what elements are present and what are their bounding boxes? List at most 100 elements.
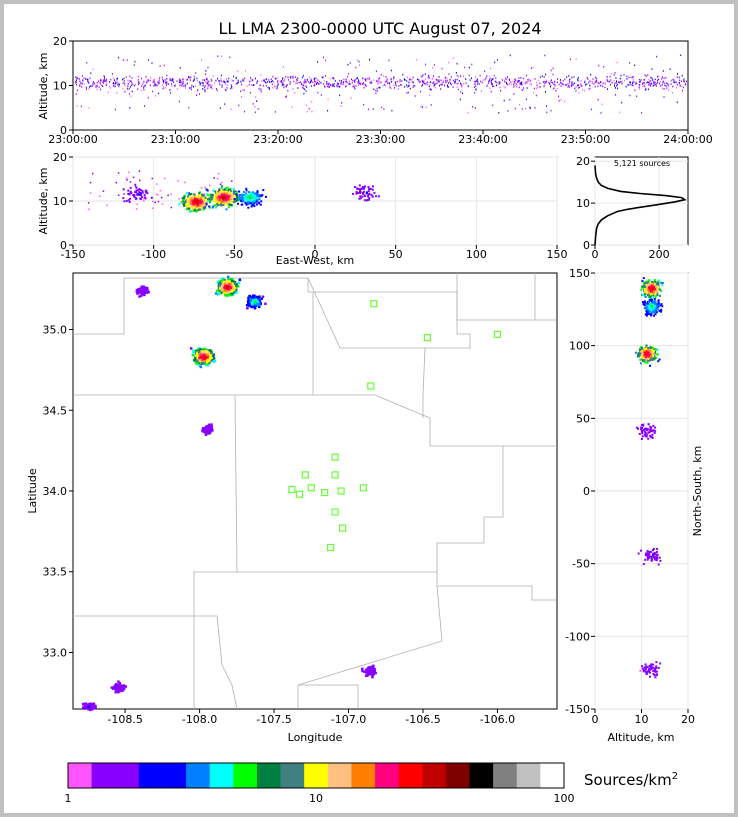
- time-source-mark: [302, 86, 304, 89]
- time-source-mark: [313, 83, 315, 86]
- time-source-mark: [254, 111, 256, 114]
- time-source-mark: [649, 84, 651, 87]
- time-source-mark: [654, 78, 656, 81]
- eastwest-source-mark: [134, 183, 137, 186]
- northsouth-source-mark: [654, 670, 657, 673]
- time-source-mark: [606, 76, 608, 78]
- time-source-mark: [190, 76, 192, 79]
- time-source-mark: [552, 88, 554, 90]
- eastwest-source-mark: [197, 195, 200, 198]
- time-source-mark: [647, 74, 649, 76]
- lma-station-marker: [307, 484, 315, 492]
- time-source-mark: [545, 73, 547, 76]
- plan-source-mark: [225, 281, 229, 285]
- plan-source-mark: [202, 430, 206, 433]
- time-source-mark: [127, 79, 129, 82]
- eastwest-source-mark: [143, 198, 145, 200]
- time-source-mark: [98, 86, 100, 88]
- time-source-mark: [310, 85, 312, 87]
- time-source-mark: [103, 79, 105, 81]
- time-source-mark: [304, 78, 306, 81]
- eastwest-source-mark: [367, 193, 370, 196]
- time-source-mark: [297, 82, 299, 84]
- time-source-mark: [115, 81, 117, 83]
- time-source-mark: [141, 85, 143, 87]
- time-source-mark: [261, 80, 263, 82]
- eastwest-source-mark: [190, 198, 193, 201]
- northsouth-ytick-label: 0: [583, 485, 590, 498]
- northsouth-source-mark: [646, 555, 649, 558]
- northsouth-source-mark: [660, 281, 663, 284]
- eastwest-source-mark: [159, 189, 162, 192]
- time-source-mark: [271, 80, 273, 82]
- eastwest-source-mark: [367, 190, 370, 193]
- time-source-mark: [645, 88, 647, 90]
- eastwest-source-mark: [186, 192, 189, 195]
- northsouth-source-mark: [653, 350, 655, 352]
- time-source-mark: [664, 84, 666, 87]
- time-source-mark: [384, 81, 386, 83]
- time-source-mark: [654, 81, 656, 84]
- time-source-mark: [683, 80, 685, 83]
- time-source-mark: [257, 108, 259, 110]
- time-source-mark: [411, 81, 413, 83]
- time-source-mark: [198, 93, 200, 95]
- eastwest-source-mark: [202, 208, 205, 211]
- time-source-mark: [609, 84, 611, 86]
- eastwest-source-mark: [234, 192, 237, 195]
- eastwest-source-mark: [200, 187, 203, 189]
- plan-source-mark: [231, 278, 234, 281]
- time-source-mark: [105, 84, 107, 86]
- eastwest-source-mark: [204, 193, 206, 195]
- northsouth-source-mark: [638, 433, 641, 435]
- time-source-mark: [205, 70, 207, 72]
- time-source-mark: [589, 87, 591, 90]
- time-source-mark: [656, 79, 658, 82]
- time-source-mark: [153, 80, 155, 83]
- time-source-mark: [272, 75, 274, 78]
- time-source-mark: [106, 82, 108, 85]
- plan-source-mark: [253, 300, 257, 304]
- time-source-mark: [87, 78, 89, 81]
- eastwest-source-mark: [254, 201, 257, 204]
- northsouth-source-mark: [650, 313, 653, 316]
- eastwest-source-mark: [225, 208, 228, 211]
- time-source-mark: [456, 74, 458, 77]
- time-source-mark: [580, 84, 582, 87]
- latitude-tick-label: 34.5: [43, 404, 68, 417]
- time-source-mark: [446, 80, 448, 83]
- time-source-mark: [389, 86, 391, 89]
- time-source-mark: [475, 80, 477, 83]
- time-source-mark: [378, 78, 379, 81]
- time-source-mark: [260, 74, 262, 76]
- northsouth-source-mark: [644, 552, 647, 555]
- eastwest-source-mark: [371, 195, 374, 198]
- time-source-mark: [237, 82, 238, 84]
- time-source-mark: [317, 79, 319, 81]
- time-source-mark: [207, 83, 209, 85]
- time-source-mark: [638, 86, 640, 88]
- eastwest-source-mark: [243, 191, 245, 194]
- time-source-mark: [575, 89, 577, 92]
- plan-source-mark: [223, 286, 227, 289]
- time-source-mark: [314, 81, 316, 83]
- time-source-mark: [457, 88, 459, 91]
- time-source-mark: [610, 79, 612, 81]
- eastwest-source-mark: [256, 197, 259, 200]
- time-source-mark: [324, 85, 326, 87]
- time-source-mark: [189, 79, 191, 81]
- eastwest-source-mark: [243, 196, 246, 198]
- time-source-mark: [75, 81, 76, 83]
- plan-source-mark: [117, 691, 120, 694]
- time-source-mark: [412, 81, 414, 84]
- eastwest-source-mark: [140, 194, 143, 197]
- northsouth-source-mark: [652, 667, 655, 670]
- northsouth-source-mark: [645, 356, 647, 359]
- time-source-mark: [93, 81, 94, 83]
- time-source-mark: [418, 79, 420, 81]
- northsouth-source-mark: [654, 352, 657, 355]
- time-source-mark: [479, 74, 481, 77]
- time-source-mark: [87, 80, 89, 83]
- time-source-mark: [130, 80, 132, 83]
- time-source-mark: [297, 77, 299, 79]
